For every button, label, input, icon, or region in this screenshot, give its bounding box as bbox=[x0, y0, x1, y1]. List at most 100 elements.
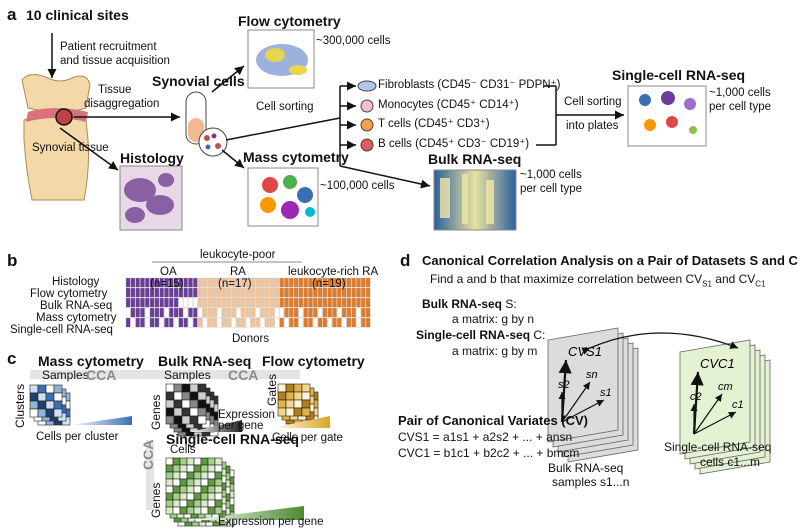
donor-cell bbox=[327, 317, 332, 328]
cube-cell bbox=[197, 383, 207, 393]
cube-cell bbox=[301, 399, 311, 409]
cube-cell bbox=[53, 408, 63, 418]
donor-cell bbox=[284, 317, 289, 328]
donor-cell bbox=[125, 277, 131, 288]
donor-cell bbox=[135, 307, 140, 318]
donor-cell bbox=[346, 317, 352, 328]
cube-cell bbox=[165, 478, 174, 487]
cube-cell bbox=[181, 391, 191, 401]
cube-cell bbox=[186, 492, 195, 501]
donor-cell bbox=[356, 277, 361, 288]
donor-cell bbox=[317, 317, 323, 328]
sites-label: 10 clinical sites bbox=[26, 7, 129, 23]
donor-cell bbox=[365, 297, 371, 308]
donor-cell bbox=[231, 277, 236, 288]
donor-cell bbox=[265, 287, 270, 298]
donor-cell bbox=[173, 307, 179, 318]
find-c1: C1 bbox=[755, 279, 766, 289]
donor-cell bbox=[154, 297, 160, 308]
donor-cell bbox=[274, 277, 280, 288]
find-and: and CV bbox=[711, 272, 756, 286]
donor-cell bbox=[337, 307, 342, 318]
donor-cell bbox=[284, 287, 289, 298]
donor-cell bbox=[250, 277, 256, 288]
cube-cell bbox=[53, 392, 63, 402]
panel-c-label: c bbox=[7, 349, 17, 368]
donor-cell bbox=[284, 277, 289, 288]
sc-c-line: Single-cell RNA-seq C: bbox=[416, 329, 545, 341]
donor-cell bbox=[149, 317, 155, 328]
donor-cell bbox=[207, 277, 212, 288]
stack-label: cm bbox=[718, 381, 733, 393]
cube-cell bbox=[285, 391, 295, 401]
cube-cell bbox=[186, 499, 195, 508]
cube-cell bbox=[165, 471, 174, 480]
donor-cell bbox=[178, 317, 184, 328]
donor-cell bbox=[183, 287, 188, 298]
donor-cell bbox=[226, 307, 232, 318]
donor-cell bbox=[361, 307, 366, 318]
donor-cell bbox=[293, 317, 299, 328]
donor-cell bbox=[269, 297, 275, 308]
donor-cell bbox=[226, 297, 232, 308]
donor-cell bbox=[169, 317, 174, 328]
cube-cell bbox=[193, 506, 202, 515]
flow-title: Flow cytometry bbox=[238, 13, 341, 29]
cube-cell bbox=[45, 408, 55, 418]
cube-cell bbox=[172, 492, 181, 501]
donor-cell bbox=[308, 297, 313, 308]
donor-cell bbox=[221, 297, 227, 308]
donor-cell bbox=[183, 277, 188, 288]
bulk-s-var: S: bbox=[502, 297, 517, 311]
donor-cell bbox=[361, 287, 366, 298]
donor-cell bbox=[250, 287, 256, 298]
donor-cell bbox=[178, 287, 184, 298]
donor-cell bbox=[193, 297, 198, 308]
cube-cell bbox=[165, 415, 175, 425]
sc-bottom-2: cells c1...m bbox=[700, 455, 761, 469]
cube-cell bbox=[301, 391, 311, 401]
donor-cell bbox=[236, 317, 241, 328]
donor-cell bbox=[322, 307, 328, 318]
cube-cell bbox=[29, 392, 39, 402]
donor-cell bbox=[169, 277, 174, 288]
donor-cell bbox=[346, 277, 352, 288]
donor-cell bbox=[164, 297, 169, 308]
donor-cell bbox=[293, 297, 299, 308]
donor-cell bbox=[193, 287, 198, 298]
donor-cell bbox=[351, 287, 356, 298]
donor-cell bbox=[317, 277, 323, 288]
donor-cell bbox=[154, 287, 160, 298]
donor-cell bbox=[313, 317, 318, 328]
donor-cell bbox=[178, 277, 184, 288]
sc-expression-gradient bbox=[190, 506, 304, 520]
cv-arrow bbox=[561, 381, 591, 423]
donor-cell bbox=[130, 287, 136, 298]
c-flow-title: Flow cytometry bbox=[262, 353, 365, 369]
donor-cell bbox=[145, 297, 150, 308]
donor-cell bbox=[346, 307, 352, 318]
cube-cell bbox=[165, 492, 174, 501]
donor-cell bbox=[293, 287, 299, 298]
donor-cell bbox=[298, 297, 304, 308]
donor-cell bbox=[164, 317, 169, 328]
cv-arrow bbox=[558, 359, 572, 423]
donor-cell bbox=[197, 317, 203, 328]
donor-cell bbox=[231, 307, 236, 318]
pair-title: Pair of Canonical Variates (CV) bbox=[398, 413, 589, 428]
cube-cell bbox=[179, 457, 188, 466]
donor-cell bbox=[193, 307, 198, 318]
tcells-label: T cells (CD45⁺ CD3⁺) bbox=[378, 118, 490, 130]
expression-gradient bbox=[190, 420, 242, 432]
genes-label-2: Genes bbox=[149, 482, 163, 518]
donor-cell bbox=[173, 297, 179, 308]
donor-cell bbox=[125, 307, 131, 318]
sc-cells-label: Cells bbox=[170, 444, 196, 456]
cube-cell bbox=[189, 391, 199, 401]
cube-cell bbox=[179, 464, 188, 473]
cube-cell bbox=[186, 478, 195, 487]
donor-cell bbox=[145, 307, 150, 318]
donor-cell bbox=[346, 297, 352, 308]
cube-cell bbox=[207, 457, 216, 466]
cube-cell bbox=[172, 457, 181, 466]
